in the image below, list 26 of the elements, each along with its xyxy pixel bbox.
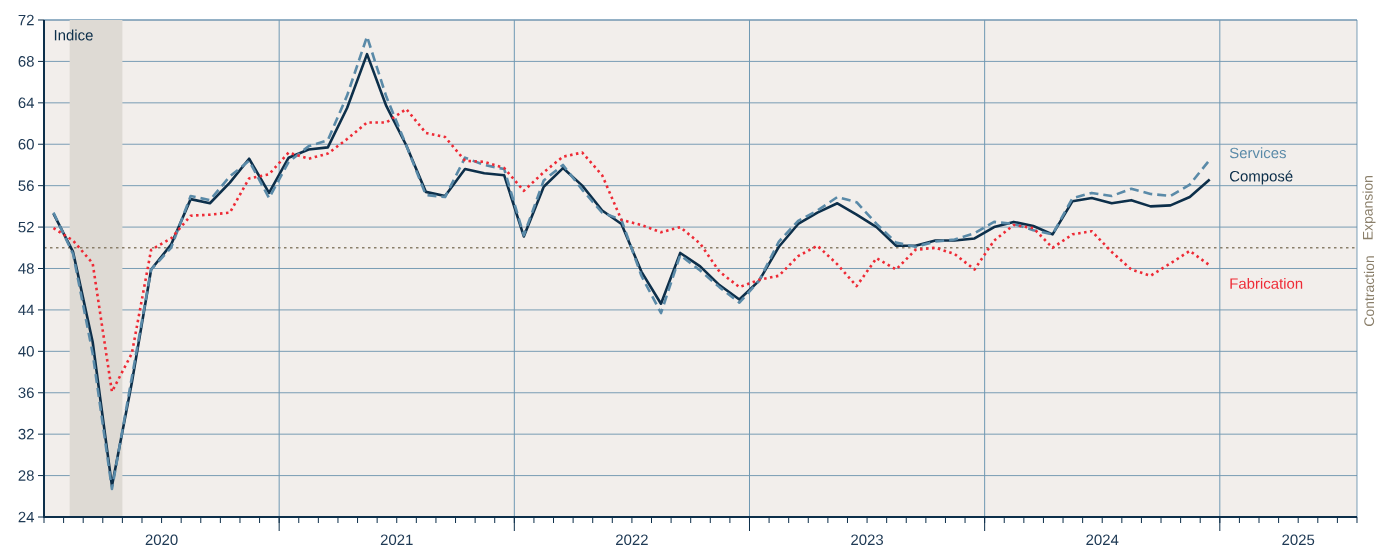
y-tick-label: 48 (18, 263, 34, 274)
x-tick-label: 2025 (1282, 534, 1315, 546)
y-axis-title: Indice (54, 29, 93, 41)
series-label: Services (1229, 147, 1286, 159)
y-tick-label: 24 (18, 511, 35, 523)
y-tick-label: 72 (18, 14, 34, 26)
x-tick-label: 2024 (1086, 534, 1119, 546)
y-tick-label: 44 (18, 304, 35, 316)
y-tick-label: 64 (18, 97, 35, 109)
y-tick-label: 56 (18, 180, 34, 191)
x-tick-label: 2023 (851, 534, 884, 546)
series-label: Composé (1229, 170, 1293, 185)
y-tick-label: 36 (18, 387, 34, 399)
text: Expansion (1362, 176, 1376, 240)
y-tick-label: 40 (18, 346, 34, 357)
y-tick-label: 28 (18, 470, 34, 481)
y-tick-label: 68 (18, 56, 34, 67)
x-tick-label: 2022 (616, 534, 648, 546)
y-tick-label: 60 (18, 138, 34, 150)
x-tick-label: 2020 (145, 534, 178, 546)
y-tick-label: 52 (18, 221, 34, 233)
y-tick-label: 32 (18, 428, 34, 440)
text: Contraction (1363, 256, 1375, 326)
series-label: Fabrication (1230, 277, 1303, 289)
line-series (52, 107, 1211, 394)
x-tick-label: 2021 (380, 534, 413, 546)
